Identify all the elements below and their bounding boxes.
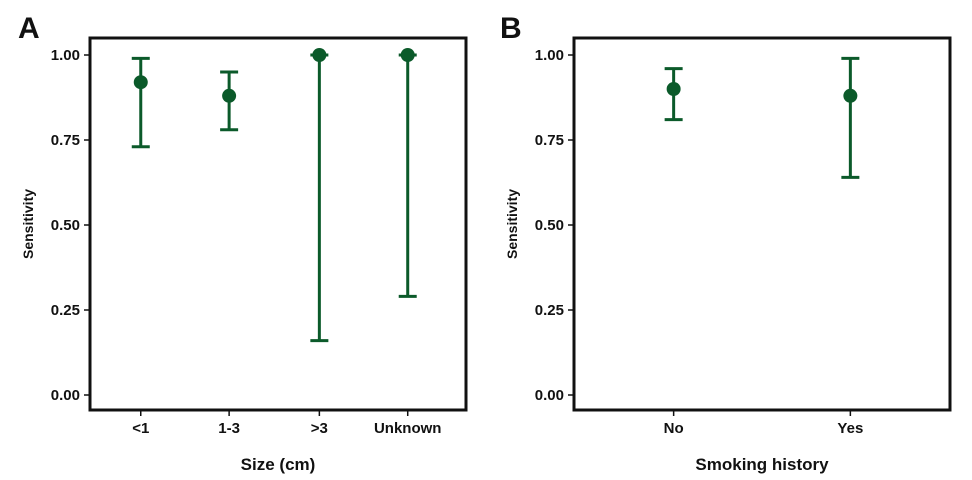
y-tick-label: 1.00 bbox=[535, 47, 564, 64]
y-tick-label: 0.50 bbox=[51, 217, 80, 234]
plot-frame bbox=[88, 36, 468, 412]
y-tick-label: 0.25 bbox=[535, 302, 564, 319]
y-tick-label: 0.00 bbox=[535, 387, 564, 404]
y-axis-title: Sensitivity bbox=[20, 189, 36, 259]
data-point bbox=[312, 48, 327, 62]
data-point-group bbox=[220, 70, 239, 132]
panel-a: A 0.00 0.25 0.50 0.75 1.00 Sensitivity <1 1-3 >3 U… bbox=[18, 12, 468, 474]
data-point-group bbox=[664, 67, 683, 122]
y-axis-title: Sensitivity bbox=[504, 189, 520, 259]
data-point bbox=[843, 88, 858, 103]
x-tick-label: Unknown bbox=[374, 420, 442, 437]
x-tick-label: Yes bbox=[837, 420, 863, 437]
x-tick-label: No bbox=[664, 420, 684, 437]
panel-letter: A bbox=[18, 12, 40, 45]
x-axis-title: Size (cm) bbox=[241, 455, 316, 474]
y-tick-label: 1.00 bbox=[51, 47, 80, 64]
x-tick-label: >3 bbox=[311, 420, 328, 437]
x-tick-label: <1 bbox=[132, 420, 149, 437]
x-axis-title: Smoking history bbox=[695, 455, 829, 474]
panel-b: B 0.00 0.25 0.50 0.75 1.00 Sensitivity No Yes Smo… bbox=[500, 12, 952, 474]
x-tick-label: 1-3 bbox=[218, 420, 240, 437]
data-point bbox=[666, 82, 681, 96]
data-point-group bbox=[310, 48, 329, 343]
y-tick-label: 0.75 bbox=[535, 132, 564, 149]
plot-frame bbox=[572, 36, 952, 412]
y-tick-label: 0.25 bbox=[51, 302, 80, 319]
y-tick-label: 0.00 bbox=[51, 387, 80, 404]
data-point-group bbox=[841, 56, 860, 179]
data-point-group bbox=[131, 56, 150, 149]
y-tick-label: 0.75 bbox=[51, 132, 80, 149]
data-point bbox=[222, 88, 237, 103]
panel-letter: B bbox=[500, 12, 522, 45]
data-point bbox=[133, 75, 148, 90]
data-point bbox=[400, 48, 415, 62]
y-tick-label: 0.50 bbox=[535, 217, 564, 234]
data-point-group bbox=[398, 48, 417, 298]
